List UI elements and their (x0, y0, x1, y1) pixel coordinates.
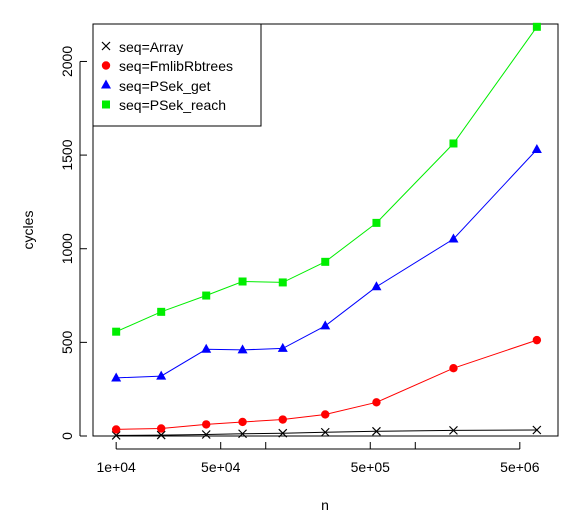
data-point (111, 431, 121, 440)
x-axis: 1e+04 5e+04 5e+05 5e+06 (97, 442, 540, 475)
legend-symbol (101, 61, 111, 70)
y-tick-label: 1500 (59, 139, 75, 170)
data-point (321, 257, 330, 266)
legend-entry: seq=PSek_reach (102, 97, 226, 113)
data-point (238, 429, 247, 439)
legend-box (92, 23, 262, 127)
data-point (201, 430, 211, 439)
data-point (278, 278, 287, 287)
data-point (449, 364, 458, 373)
legend-entry: seq=PSek_get (101, 78, 211, 94)
data-point (531, 143, 542, 153)
legend: seq=Array seq=FmlibRbtrees seq=PSek_get … (92, 23, 262, 127)
legend-marker-cross (101, 41, 111, 51)
data-point (202, 291, 211, 300)
data-point (532, 22, 541, 31)
data-point (112, 327, 121, 336)
x-tick-label: 5e+06 (500, 459, 540, 475)
data-point (321, 410, 330, 419)
data-point (157, 307, 166, 316)
y-tick-label: 2000 (59, 46, 75, 77)
series-square (112, 22, 541, 336)
data-point (156, 370, 167, 380)
data-point (278, 428, 288, 438)
data-point (449, 425, 458, 435)
data-point (532, 335, 542, 345)
series-triangle (111, 143, 542, 382)
legend-marker-circle (101, 61, 111, 70)
series-cross (111, 425, 542, 440)
data-point (372, 398, 381, 407)
data-point (238, 417, 247, 427)
y-tick-label: 1000 (59, 233, 75, 264)
data-point (372, 426, 381, 436)
legend-marker-triangle (101, 79, 111, 89)
data-point (237, 344, 248, 354)
data-point (277, 342, 288, 352)
y-tick-label: 500 (59, 330, 75, 354)
data-point (371, 281, 382, 291)
data-point (111, 425, 121, 434)
legend-entry: seq=Array (101, 39, 183, 55)
x-tick-label: 1e+04 (97, 459, 137, 475)
series-circle (111, 335, 542, 434)
legend-entry: seq=FmlibRbtrees (101, 58, 233, 74)
data-point (278, 415, 287, 424)
data-point (449, 139, 458, 148)
data-point (202, 420, 211, 429)
data-point (532, 425, 542, 435)
legend-symbol (102, 100, 110, 109)
data-point (320, 320, 331, 330)
legend-symbol (101, 79, 111, 89)
data-point (372, 218, 381, 227)
data-point (448, 233, 459, 243)
series-layer (111, 22, 542, 440)
data-point (320, 427, 330, 437)
data-point (201, 343, 212, 353)
y-axis: 0 500 1000 1500 2000 (59, 46, 87, 440)
x-axis-title: n (321, 497, 329, 513)
y-tick-label: 0 (59, 432, 75, 440)
legend-symbol (101, 41, 111, 51)
x-tick-label: 5e+04 (201, 459, 241, 475)
y-axis-title: cycles (20, 211, 36, 250)
data-point (156, 424, 166, 433)
data-point (156, 430, 166, 440)
plot-frame (92, 23, 559, 437)
data-point (238, 277, 247, 286)
legend-label: seq=PSek_reach (119, 97, 226, 113)
legend-marker-square (102, 100, 110, 109)
legend-label: seq=PSek_get (119, 78, 211, 94)
legend-label: seq=FmlibRbtrees (119, 58, 233, 74)
data-point (111, 372, 122, 382)
x-tick-label: 5e+05 (351, 459, 391, 475)
legend-label: seq=Array (119, 39, 183, 55)
